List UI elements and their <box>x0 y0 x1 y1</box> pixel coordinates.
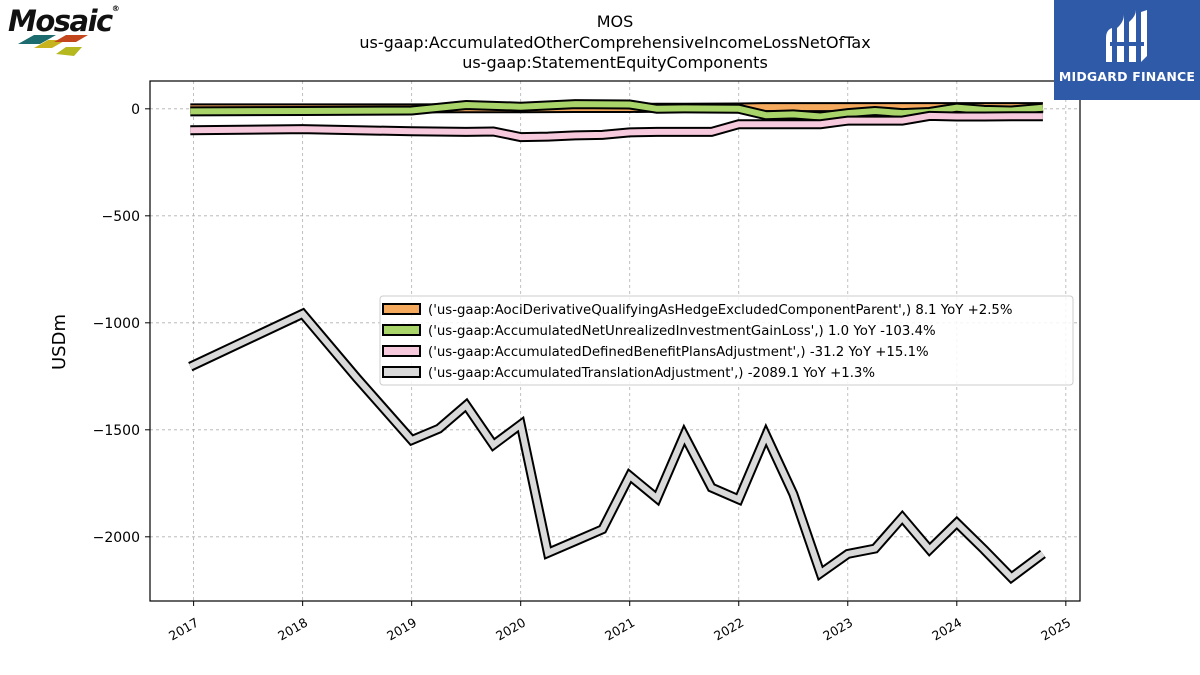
series-1 <box>190 99 1044 122</box>
y-tick-label: −2000 <box>93 530 140 546</box>
x-tick-label: 2018 <box>275 615 310 644</box>
x-tick-label: 2024 <box>929 615 964 644</box>
mosaic-logo-mark <box>18 35 88 56</box>
x-tick-label: 2017 <box>166 615 201 644</box>
x-axis: 2017 2018 2019 2020 2021 2022 2023 2024 2025 <box>166 601 1073 644</box>
x-tick-label: 2025 <box>1038 615 1073 644</box>
plot-area-frame <box>149 80 1081 602</box>
y-axis: 0 −500 −1000 −1500 −2000 <box>93 102 150 546</box>
legend: ('us-gaap:AociDerivativeQualifyingAsHedg… <box>379 295 1074 386</box>
series-2 <box>190 110 1043 143</box>
x-tick-label: 2023 <box>820 615 855 644</box>
x-tick-label: 2020 <box>493 615 528 644</box>
midgard-finance-logo: MIDGARD FINANCE <box>1054 0 1200 100</box>
y-tick-label: −1000 <box>93 316 140 332</box>
legend-label: ('us-gaap:AccumulatedTranslationAdjustme… <box>428 366 875 381</box>
legend-label: ('us-gaap:AociDerivativeQualifyingAsHedg… <box>428 303 1013 318</box>
legend-swatch <box>382 303 421 315</box>
series-layer <box>188 99 1046 585</box>
legend-label: ('us-gaap:AccumulatedDefinedBenefitPlans… <box>428 345 929 360</box>
x-tick-label: 2021 <box>602 615 637 644</box>
series-line <box>190 101 1044 120</box>
legend-swatch <box>382 324 421 336</box>
series-3 <box>188 307 1046 585</box>
y-tick-label: −1500 <box>93 423 140 439</box>
mosaic-logo-wordmark: Mosaic® <box>8 4 120 38</box>
series-line <box>190 112 1043 141</box>
x-tick-label: 2022 <box>711 615 746 644</box>
midgard-finance-mark-icon <box>1106 10 1147 62</box>
mosaic-logo: Mosaic® <box>4 4 128 62</box>
legend-box <box>379 295 1074 386</box>
chart-title-ticker: MOS <box>597 12 634 31</box>
midgard-finance-wordmark: MIDGARD FINANCE <box>1058 69 1196 84</box>
chart-title-concept: us-gaap:AccumulatedOtherComprehensiveInc… <box>359 33 870 52</box>
legend-swatch <box>382 345 421 357</box>
chart-title-group: us-gaap:StatementEquityComponents <box>462 53 768 72</box>
y-tick-label: −500 <box>102 209 140 225</box>
y-tick-label: 0 <box>131 102 140 118</box>
chart-title: MOS us-gaap:AccumulatedOtherComprehensiv… <box>359 12 870 72</box>
legend-swatch <box>382 366 421 378</box>
legend-label: ('us-gaap:AccumulatedNetUnrealizedInvest… <box>428 324 936 339</box>
y-axis-label: USDm <box>49 314 70 370</box>
series-line <box>189 310 1045 582</box>
x-tick-label: 2019 <box>384 615 419 644</box>
